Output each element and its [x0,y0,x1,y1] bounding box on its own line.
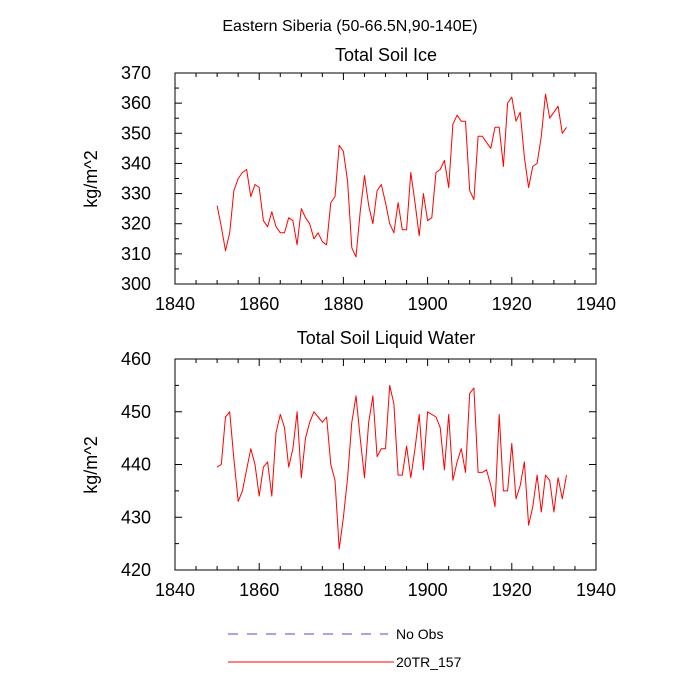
legend-label-20tr-157: 20TR_157 [396,654,462,670]
x-tick-label: 1900 [408,294,448,314]
chart-title: Total Soil Ice [335,45,437,65]
x-tick-label: 1920 [492,580,532,600]
x-tick-label: 1860 [239,294,279,314]
series-layer [216,93,567,258]
legend: No Obs 20TR_157 [228,626,462,670]
x-tick-label: 1940 [576,294,616,314]
x-tick-label: 1940 [576,580,616,600]
series-line-20tr-157 [216,93,567,258]
x-tick-label: 1880 [323,580,363,600]
y-tick-label: 450 [121,402,151,422]
panel-total-soil-liquid-water: Total Soil Liquid Water kg/m^2 1840 1860 1… [81,328,616,600]
panel-total-soil-ice: Total Soil Ice kg/m^2 1840 1860 1880 1900 19… [81,45,616,314]
x-tick-label: 1840 [155,580,195,600]
x-tick-label: 1840 [155,294,195,314]
y-tick-label: 300 [121,274,151,294]
y-tick-label: 330 [121,184,151,204]
x-tick-label: 1920 [492,294,532,314]
y-axis-label: kg/m^2 [81,150,101,207]
x-tick-label: 1900 [408,580,448,600]
y-tick-label: 350 [121,123,151,143]
legend-label-no-obs: No Obs [396,626,443,642]
x-tick-label: 1880 [323,294,363,314]
y-tick-label: 340 [121,153,151,173]
y-tick-label: 370 [121,63,151,83]
plot-frame [174,358,597,571]
y-axis-label: kg/m^2 [81,436,101,493]
y-tick-label: 430 [121,507,151,527]
y-tick-label: 440 [121,455,151,475]
y-tick-label: 360 [121,93,151,113]
y-tick-label: 310 [121,244,151,264]
y-tick-label: 420 [121,560,151,580]
x-tick-label: 1860 [239,580,279,600]
axis-ticks: 1840 1860 1880 1900 1920 1940 300 310 320 330 340 3… [121,63,616,314]
chart-title: Total Soil Liquid Water [297,328,475,348]
y-tick-label: 460 [121,349,151,369]
figure-suptitle: Eastern Siberia (50-66.5N,90-140E) [222,18,477,35]
axis-ticks: 1840 1860 1880 1900 1920 1940 420 430 440 450 460 [121,349,616,600]
y-tick-label: 320 [121,214,151,234]
series-line-20tr-157 [216,384,567,550]
series-layer [216,384,567,550]
